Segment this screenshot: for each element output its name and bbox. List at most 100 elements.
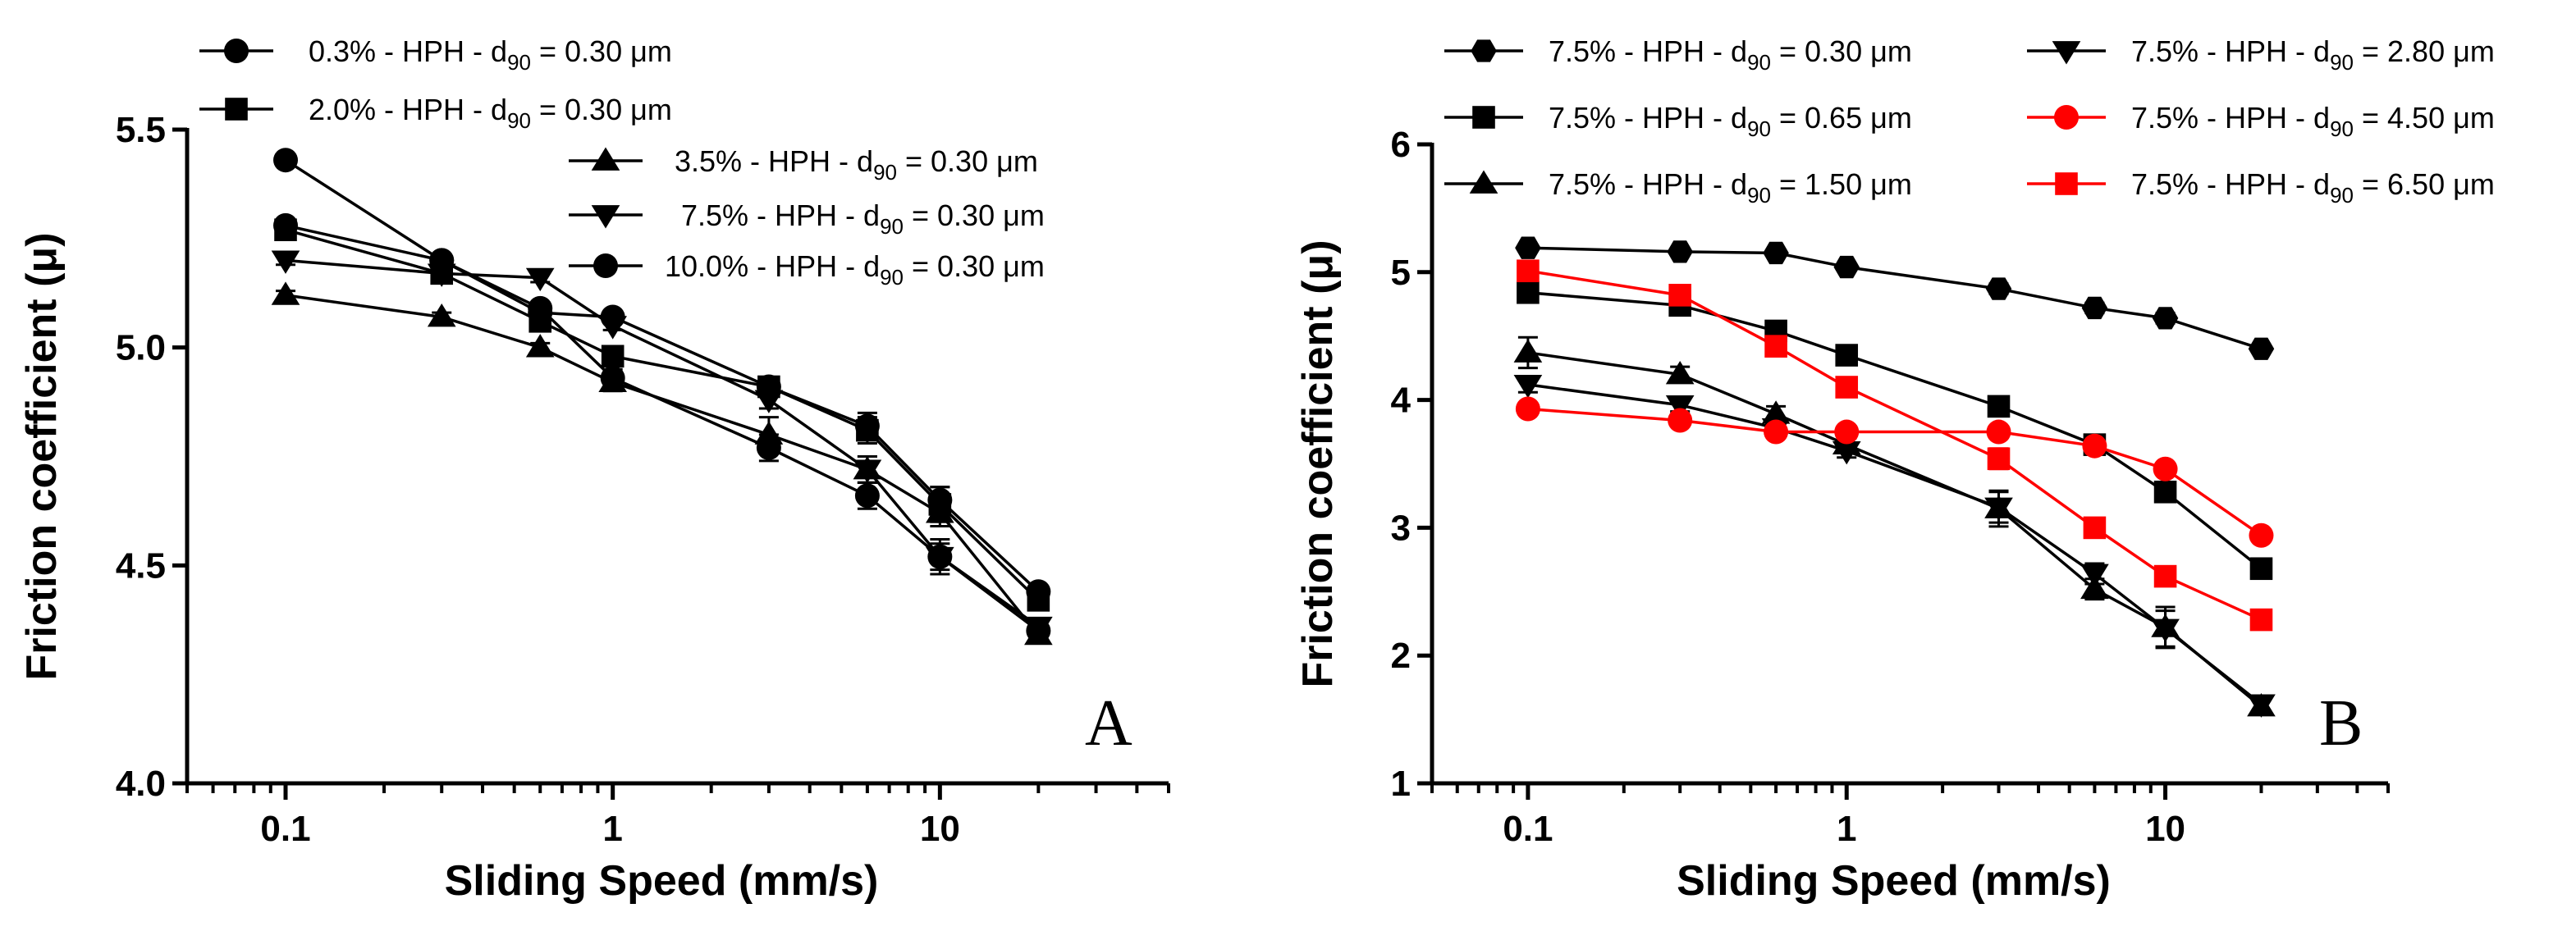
data-point-series-6: [1668, 284, 1691, 307]
legend-label: 7.5% - HPH - d90 = 0.65 μm: [1549, 101, 1912, 141]
data-point-series-1: [2248, 337, 2275, 360]
panel-label: B: [2319, 687, 2363, 760]
legend-marker: [1472, 106, 1495, 129]
data-point-series-5: [1834, 419, 1860, 445]
data-point-series-2: [1987, 395, 2011, 418]
legend-entry-5: 7.5% - HPH - d90 = 4.50 μm: [2027, 101, 2495, 141]
data-point-series-5: [273, 212, 299, 238]
legend-entry-6: 7.5% - HPH - d90 = 6.50 μm: [2027, 167, 2495, 208]
data-point-series-4: [1513, 375, 1543, 399]
data-point-series-2: [1517, 281, 1540, 304]
y-tick-label: 1: [1391, 764, 1411, 804]
legend-marker: [591, 147, 620, 171]
data-point-series-5: [528, 295, 553, 321]
legend-marker: [224, 39, 249, 63]
legend-entry-4: 7.5% - HPH - d90 = 0.30 μm: [569, 198, 1045, 239]
data-point-series-1: [1667, 240, 1693, 263]
data-point-series-4: [2080, 564, 2109, 587]
data-point-series-3: [1665, 360, 1695, 385]
legend-marker: [2054, 105, 2079, 130]
y-tick-label: 2: [1391, 636, 1411, 676]
data-point-series-3: [926, 500, 954, 523]
y-tick-label: 5.0: [116, 328, 166, 368]
legend-label: 2.0% - HPH - d90 = 0.30 μm: [309, 93, 672, 133]
legend-entry-5: 10.0% - HPH - d90 = 0.30 μm: [569, 249, 1045, 290]
legend-label: 3.5% - HPH - d90 = 0.30 μm: [675, 144, 1038, 185]
series-line-1: [1527, 246, 2262, 350]
y-tick-label: 4.0: [116, 764, 166, 804]
data-point-series-2: [2249, 557, 2273, 581]
data-point-series-4: [2247, 694, 2276, 718]
data-point-series-1: [2081, 296, 2108, 320]
data-point-series-5: [1668, 408, 1693, 433]
data-point-series-3: [1761, 400, 1791, 424]
data-point-series-5: [600, 365, 625, 390]
series-line-3: [285, 294, 1040, 637]
legend-marker: [1471, 39, 1497, 62]
data-point-series-1: [273, 148, 299, 173]
data-point-series-2: [1835, 344, 1859, 367]
data-point-series-4: [754, 390, 784, 413]
data-point-series-2: [2153, 480, 2177, 504]
data-point-series-5: [2249, 522, 2274, 548]
data-point-series-6: [1987, 447, 2011, 471]
x-tick-label: 1: [602, 809, 622, 849]
legend-entry-1: 0.3% - HPH - d90 = 0.30 μm: [199, 34, 672, 75]
data-point-series-5: [429, 248, 455, 273]
y-tick-label: 6: [1391, 125, 1411, 165]
y-tick-label: 5: [1391, 253, 1411, 293]
legend-entry-1: 7.5% - HPH - d90 = 0.30 μm: [1444, 34, 1912, 75]
data-point-series-2: [601, 345, 625, 368]
legend-label: 10.0% - HPH - d90 = 0.30 μm: [665, 249, 1045, 290]
data-point-series-5: [1986, 419, 2011, 445]
data-point-series-4: [1665, 395, 1695, 419]
series-line-6: [1527, 269, 2263, 622]
data-point-series-3: [427, 303, 456, 327]
data-point-series-1: [1985, 277, 2012, 300]
data-point-series-4: [271, 250, 300, 274]
legend-label: 7.5% - HPH - d90 = 2.80 μm: [2131, 34, 2495, 75]
legend-marker: [2055, 172, 2078, 195]
data-point-series-4: [525, 267, 555, 292]
data-point-series-5: [1515, 396, 1540, 422]
panel-label: A: [1085, 687, 1132, 760]
legend-marker: [2052, 41, 2081, 65]
legend-label: 7.5% - HPH - d90 = 0.30 μm: [1549, 34, 1912, 75]
data-point-series-5: [854, 483, 880, 509]
series-line-5: [285, 224, 1040, 632]
series-line-2: [1527, 290, 2263, 570]
data-point-series-6: [1517, 259, 1540, 283]
legend-marker: [225, 98, 248, 121]
data-point-series-6: [2083, 516, 2107, 540]
legend-label: 7.5% - HPH - d90 = 4.50 μm: [2131, 101, 2495, 141]
data-point-series-5: [756, 435, 781, 460]
x-tick-label: 0.1: [260, 809, 310, 849]
data-point-series-6: [2153, 564, 2177, 588]
data-point-series-6: [2249, 608, 2273, 632]
data-point-series-3: [525, 334, 555, 358]
data-point-series-1: [1833, 255, 1860, 279]
series-line-3: [1527, 351, 2263, 708]
y-tick-label: 4.5: [116, 545, 166, 586]
chart-panel-a: 4.0 4.5 5.0 5.5 0.1 1 10 Sliding Speed (mm/s) Fr…: [18, 34, 1170, 905]
legend-entry-2: 7.5% - HPH - d90 = 0.65 μm: [1444, 101, 1912, 141]
data-point-series-3: [271, 281, 300, 305]
data-point-series-2: [1027, 589, 1050, 612]
data-point-series-4: [598, 316, 628, 340]
legend-marker: [593, 253, 618, 278]
x-tick-label: 10: [920, 809, 960, 849]
y-axis-title: Friction coefficient (μ): [18, 232, 66, 680]
data-point-series-1: [2152, 307, 2179, 330]
y-tick-label: 5.5: [116, 110, 166, 150]
data-point-series-5: [927, 544, 953, 569]
chart-panel-b: 1 2 3 4 5 6 0.1 1 10 Sliding Speed (mm/s) Friction…: [1294, 34, 2495, 905]
y-axis-title: Friction coefficient (μ): [1294, 240, 1342, 687]
data-point-series-1: [1763, 241, 1789, 265]
legend-label: 0.3% - HPH - d90 = 0.30 μm: [309, 34, 672, 75]
data-point-series-3: [1513, 339, 1543, 363]
legend-entry-3: 7.5% - HPH - d90 = 1.50 μm: [1444, 167, 1912, 208]
data-point-series-5: [1026, 618, 1051, 644]
legend-entry-4: 7.5% - HPH - d90 = 2.80 μm: [2027, 34, 2495, 75]
legend-label: 7.5% - HPH - d90 = 1.50 μm: [1549, 167, 1912, 208]
